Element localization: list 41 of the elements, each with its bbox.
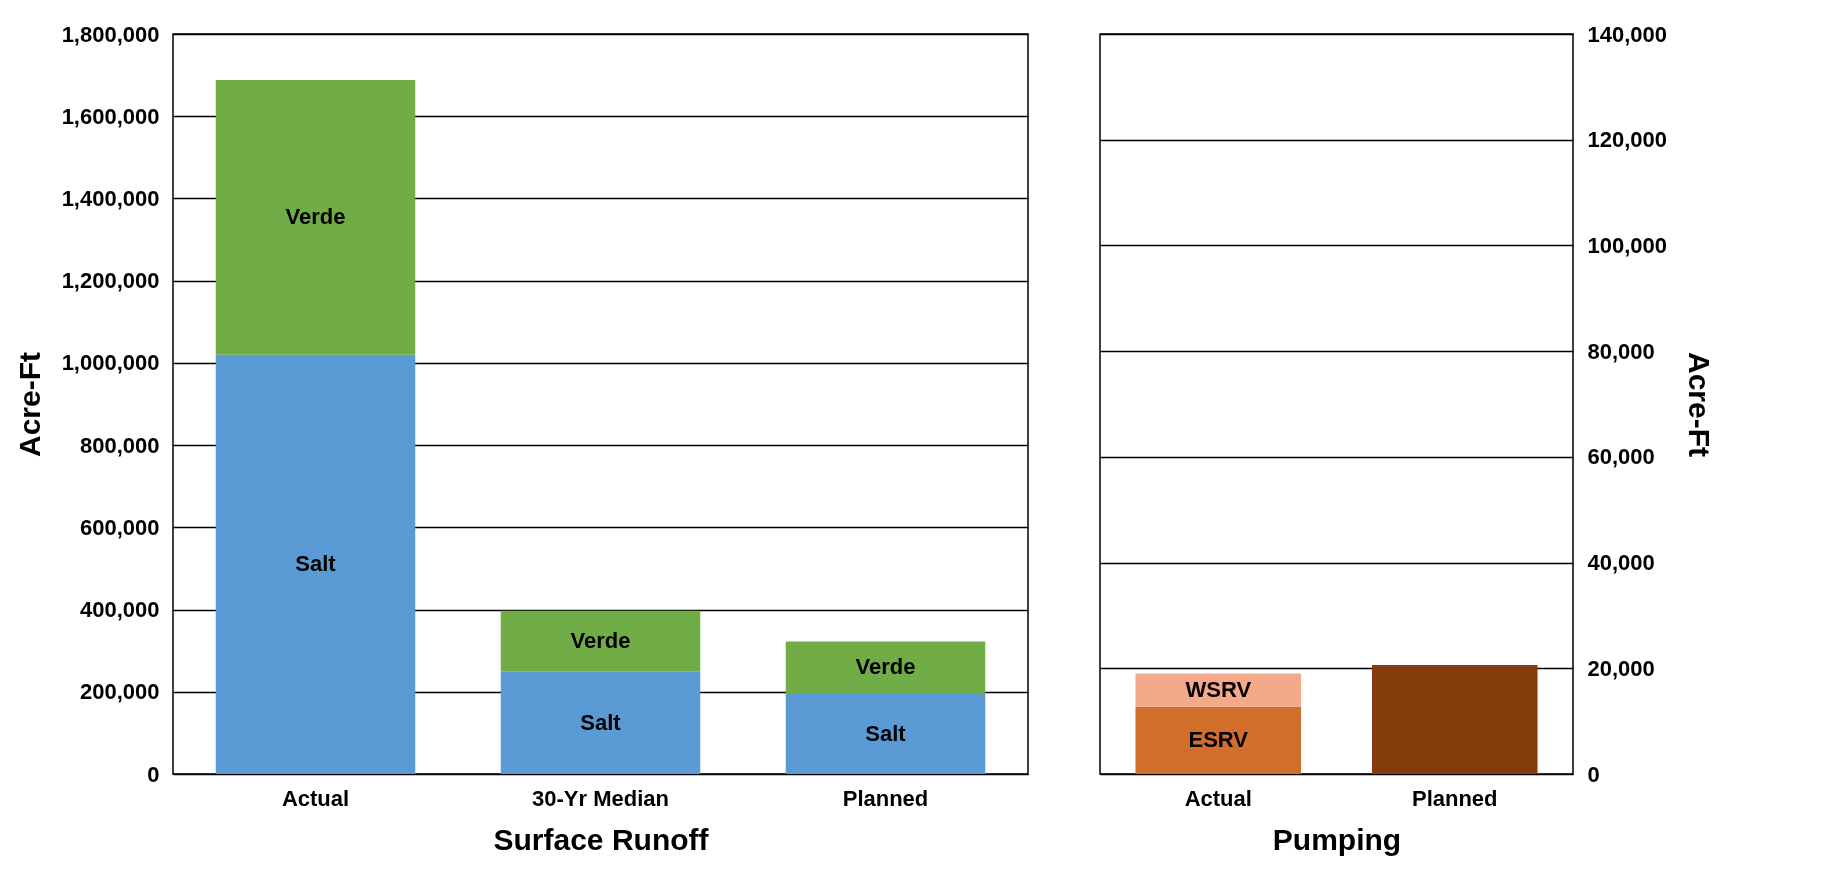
x-tick-label: Actual bbox=[281, 785, 350, 811]
y-tick-label: 400,000 bbox=[79, 597, 160, 623]
y2-tick-label: 0 bbox=[1587, 761, 1600, 787]
x-tick-label: Planned bbox=[842, 785, 929, 811]
y2-tick-label: 120,000 bbox=[1587, 127, 1668, 153]
bar bbox=[215, 354, 416, 774]
x-tick-label: Actual bbox=[1184, 785, 1252, 811]
y-tick-label: 1,400,000 bbox=[61, 185, 160, 211]
y-tick-label: 1,200,000 bbox=[61, 268, 160, 294]
y-tick-label: 600,000 bbox=[79, 514, 160, 540]
y2-tick-label: 40,000 bbox=[1587, 550, 1655, 576]
y2-tick-label: 140,000 bbox=[1587, 21, 1668, 47]
x-axis-title: Pumping bbox=[1272, 822, 1402, 856]
text: Salt bbox=[295, 551, 336, 577]
bar bbox=[785, 641, 986, 694]
y2-tick-label: 20,000 bbox=[1587, 655, 1655, 681]
y2-axis-title: Acre-Ft bbox=[1683, 351, 1717, 458]
text: Verde bbox=[285, 204, 346, 230]
series-label: Salt bbox=[865, 720, 907, 746]
text: Salt bbox=[580, 709, 621, 735]
x-tick-label: Planned bbox=[1411, 785, 1498, 811]
x-tick-label: 30-Yr Median bbox=[532, 785, 669, 811]
y2-tick-label: 60,000 bbox=[1587, 444, 1655, 470]
y-axis-title: Acre-Ft bbox=[12, 351, 46, 458]
y-tick-label: 1,800,000 bbox=[61, 21, 160, 47]
y-tick-label: 800,000 bbox=[79, 432, 160, 458]
y-tick-label: 200,000 bbox=[79, 679, 160, 705]
x-axis-title: Surface Runoff bbox=[493, 822, 710, 856]
y-tick-label: 1,600,000 bbox=[61, 103, 160, 129]
text: Verde bbox=[570, 628, 631, 654]
bar bbox=[215, 80, 416, 355]
y-tick-label: 1,000,000 bbox=[61, 350, 160, 376]
y2-tick-label: 80,000 bbox=[1587, 338, 1655, 364]
y-tick-label: 0 bbox=[147, 761, 160, 787]
series-label: ESRV bbox=[1188, 727, 1249, 753]
series-label: Verde bbox=[855, 654, 916, 680]
bar bbox=[500, 610, 701, 672]
series-label: WSRV bbox=[1185, 677, 1252, 703]
bar bbox=[785, 693, 986, 774]
bar bbox=[500, 671, 701, 774]
y2-tick-label: 100,000 bbox=[1587, 232, 1668, 258]
